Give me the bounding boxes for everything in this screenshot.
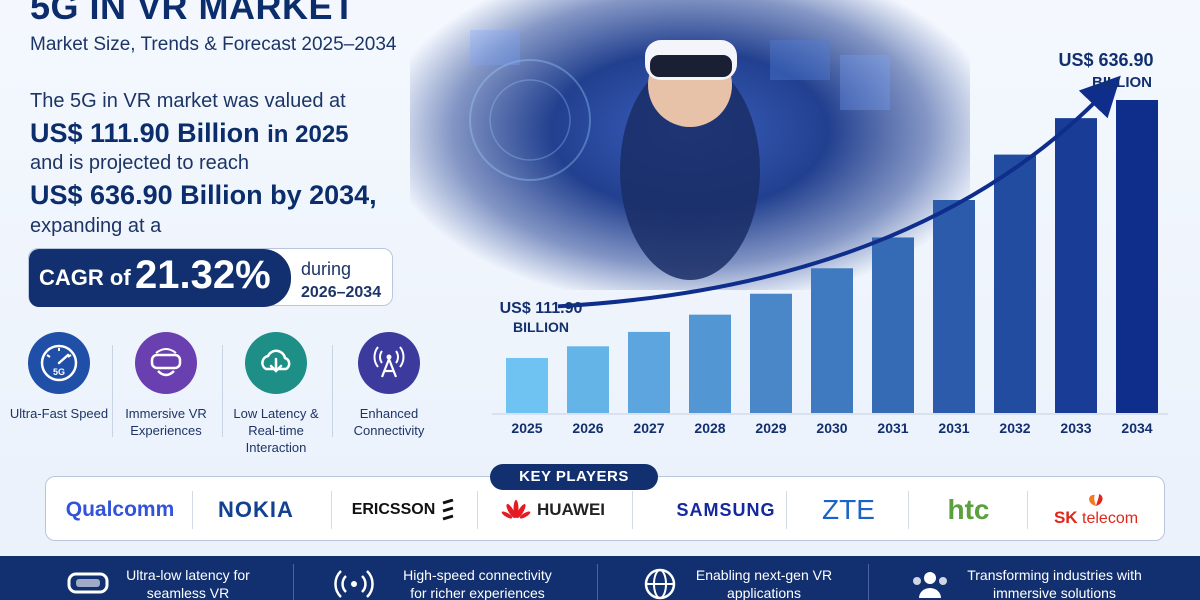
logo-zte: ZTE [822, 494, 875, 525]
x-tick-label: 2025 [511, 420, 542, 436]
footer-item-4: Transforming industries with immersive s… [967, 567, 1142, 600]
x-tick-label: 2026 [572, 420, 603, 436]
summary-value-2025: US$ 111.90 Billion in 2025 [30, 118, 349, 149]
logo-sk-telecom: SK telecom [1036, 487, 1156, 533]
ericsson-mark-icon [442, 499, 454, 521]
cagr-pill: CAGR of 21.32% [29, 249, 291, 307]
cagr-label: CAGR of [39, 265, 131, 290]
x-tick-label: 2034 [1121, 420, 1152, 436]
feature-divider [222, 345, 223, 437]
footer-bar: Ultra-low latency for seamless VR High-s… [0, 556, 1200, 600]
logo-qualcomm: Qualcomm [65, 498, 175, 521]
footer-item-2: High-speed connectivity for richer exper… [403, 567, 552, 600]
logo-htc: htc [947, 494, 990, 525]
feature-label: Ultra-Fast Speed [9, 406, 109, 421]
feature-label: Immersive VR Experiences [125, 406, 207, 438]
page-title: 5G IN VR MARKET [30, 0, 356, 27]
bar-2032 [994, 154, 1036, 413]
x-tick-label: 2027 [633, 420, 664, 436]
logo-samsung: SAMSUNG [676, 499, 776, 520]
bar-2025 [506, 358, 548, 413]
annotation-start-unit: BILLION [513, 319, 569, 335]
feature-ultra-fast-speed: 5G Ultra-Fast Speed [4, 332, 114, 422]
speedometer-5g-icon: 5G [28, 332, 90, 394]
annotation-start-value: US$ 111.90 [500, 300, 583, 317]
feature-immersive-vr: Immersive VR Experiences [111, 332, 221, 439]
value-2025-suffix: in 2025 [267, 121, 349, 148]
vr-headset-icon [135, 332, 197, 394]
bar-2034 [1116, 100, 1158, 413]
feature-divider [112, 345, 113, 437]
x-tick-label: 2031 [938, 420, 969, 436]
value-2025-amount: US$ 111.90 Billion [30, 118, 260, 148]
cagr-period: during 2026–2034 [301, 258, 381, 304]
summary-value-2034: US$ 636.90 Billion by 2034, [30, 180, 377, 210]
x-tick-label: 2028 [694, 420, 725, 436]
speed-badge: 5G [53, 367, 65, 377]
people-icon [913, 572, 947, 598]
hero-vr-image [410, 0, 970, 290]
cagr-during-label: during [301, 259, 352, 279]
x-tick-label: 2030 [816, 420, 847, 436]
cagr-period-range: 2026–2034 [301, 284, 382, 301]
x-tick-label: 2033 [1060, 420, 1091, 436]
globe-icon [644, 568, 676, 600]
summary-line-1: The 5G in VR market was valued at [30, 90, 346, 112]
key-players-title: KEY PLAYERS [490, 464, 658, 490]
feature-enhanced-connectivity: Enhanced Connectivity [334, 332, 444, 439]
huawei-petal-icon [501, 500, 531, 519]
page-subtitle: Market Size, Trends & Forecast 2025–2034 [30, 34, 397, 55]
signal-icon [334, 570, 374, 598]
feature-low-latency: Low Latency & Real-time Interaction [221, 332, 331, 456]
bar-2029 [750, 293, 792, 413]
vr-headset-icon [67, 572, 109, 594]
feature-label: Low Latency & Real-time Interaction [233, 406, 319, 455]
bar-2026 [567, 346, 609, 413]
summary-line-3: and is projected to reach [30, 152, 250, 174]
feature-label: Enhanced Connectivity [353, 406, 425, 438]
annotation-end-unit: BILLION [1092, 74, 1152, 91]
logo-ericsson: ERICSSON [336, 495, 471, 525]
summary-line-5: expanding at a [30, 215, 162, 237]
bar-2027 [628, 331, 670, 413]
bar-2028 [689, 314, 731, 413]
annotation-end-value: US$ 636.90 [1058, 50, 1153, 70]
cloud-download-icon [245, 332, 307, 394]
footer-item-1: Ultra-low latency for seamless VR [126, 567, 250, 600]
cagr-box: CAGR of 21.32% during 2026–2034 [28, 248, 393, 307]
x-tick-label: 2029 [755, 420, 786, 436]
logo-huawei: HUAWEI [483, 495, 623, 525]
feature-divider [332, 345, 333, 437]
bar-2033 [1055, 118, 1097, 413]
antenna-tower-icon [358, 332, 420, 394]
footer-item-3: Enabling next-gen VR applications [695, 567, 833, 600]
x-tick-label: 2032 [999, 420, 1030, 436]
logo-nokia: NOKIA [218, 497, 294, 522]
cagr-value: 21.32% [135, 253, 271, 297]
sk-butterfly-icon [1089, 494, 1103, 506]
x-tick-label: 2031 [877, 420, 908, 436]
